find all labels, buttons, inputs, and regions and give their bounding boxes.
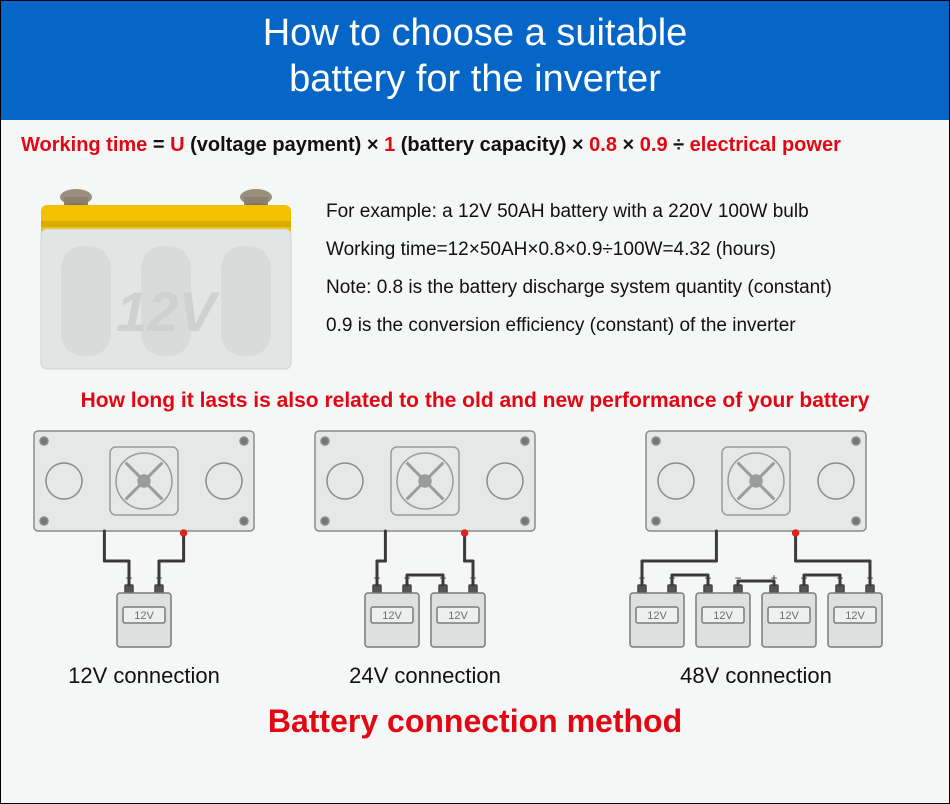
footer-title: Battery connection method <box>1 703 949 740</box>
svg-text:12V: 12V <box>134 610 154 622</box>
formula-part: Working time <box>21 134 147 156</box>
svg-text:12V: 12V <box>779 610 799 622</box>
example-row: 12V For example: a 12V 50AH battery with… <box>1 167 949 381</box>
svg-text:12V: 12V <box>845 610 865 622</box>
header-line2: battery for the inverter <box>289 58 661 100</box>
battery-voltage-label: 12V <box>116 280 220 343</box>
connection-label: 48V connection <box>680 663 832 689</box>
header-line1: How to choose a suitable <box>263 12 688 54</box>
formula-part: U <box>170 134 184 156</box>
formula-part: 0.8 <box>589 134 617 156</box>
red-subtitle: How long it lasts is also related to the… <box>1 389 949 413</box>
connection-diagram: +−12V+−12V+−12V+−12V48V connection <box>576 425 936 689</box>
formula-part: 0.9 <box>640 134 668 156</box>
svg-text:12V: 12V <box>647 610 667 622</box>
battery-illustration: 12V <box>21 171 311 381</box>
connection-diagram: +−12V+−12V24V connection <box>280 425 570 689</box>
example-line-1: For example: a 12V 50AH battery with a 2… <box>326 193 929 231</box>
formula-part: (voltage payment) × <box>185 134 385 156</box>
example-line-4: 0.9 is the conversion efficiency (consta… <box>326 307 929 345</box>
formula-part: electrical power <box>690 134 841 156</box>
connection-label: 12V connection <box>68 663 220 689</box>
formula-line: Working time = U (voltage payment) × 1 (… <box>1 120 949 167</box>
page-header: How to choose a suitable battery for the… <box>1 1 949 120</box>
example-line-3: Note: 0.8 is the battery discharge syste… <box>326 269 929 307</box>
connection-diagram: +−12V12V connection <box>14 425 274 689</box>
svg-text:12V: 12V <box>713 610 733 622</box>
formula-part: 1 <box>384 134 395 156</box>
example-text-block: For example: a 12V 50AH battery with a 2… <box>326 167 929 345</box>
formula-part: × <box>617 134 640 156</box>
example-line-2: Working time=12×50AH×0.8×0.9÷100W=4.32 (… <box>326 231 929 269</box>
svg-text:12V: 12V <box>448 610 468 622</box>
connections-row: +−12V12V connection+−12V+−12V24V connect… <box>1 425 949 689</box>
connection-label: 24V connection <box>349 663 501 689</box>
formula-part: = <box>147 134 170 156</box>
svg-text:12V: 12V <box>382 610 402 622</box>
formula-part: (battery capacity) × <box>395 134 589 156</box>
formula-part: ÷ <box>668 134 690 156</box>
